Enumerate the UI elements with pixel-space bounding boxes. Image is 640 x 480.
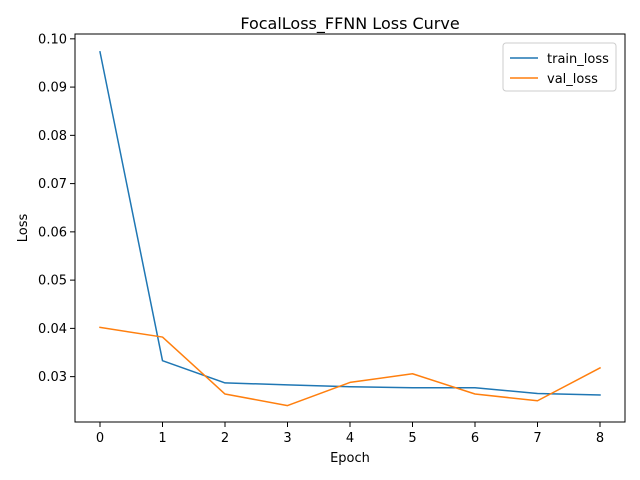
plot-area [75,34,625,422]
x-tick-label: 3 [283,431,291,446]
y-tick-label: 0.04 [38,322,67,337]
chart-title: FocalLoss_FFNN Loss Curve [240,14,459,34]
y-tick-label: 0.03 [38,370,67,385]
y-axis-label: Loss [16,214,31,243]
x-tick-label: 1 [158,431,166,446]
plot-frame-border [74,33,626,423]
x-tick-label: 0 [96,431,104,446]
legend: train_loss val_loss [502,42,617,92]
y-tick-label: 0.10 [38,32,67,47]
y-axis: 0.03 0.04 0.05 0.06 0.07 0.08 0.09 0.10 [38,32,75,385]
x-tick-label: 7 [533,431,541,446]
y-tick-label: 0.06 [38,225,67,240]
x-axis: 0 1 2 3 4 5 6 7 8 [96,422,604,446]
y-tick-label: 0.05 [38,274,67,289]
x-tick-label: 8 [596,431,604,446]
legend-label-train-loss: train_loss [547,52,609,67]
y-tick-label: 0.07 [38,177,67,192]
x-tick-label: 5 [408,431,416,446]
series-line-val-loss [99,326,602,407]
y-tick-label: 0.09 [38,81,67,96]
x-tick-label: 4 [346,431,354,446]
x-tick-label: 6 [471,431,479,446]
series-layer [99,50,602,407]
legend-box [502,42,617,92]
x-tick-label: 2 [221,431,229,446]
series-line-train-loss [99,50,601,396]
legend-label-val-loss: val_loss [547,72,598,87]
x-axis-label: Epoch [330,451,370,466]
y-tick-label: 0.08 [38,129,67,144]
